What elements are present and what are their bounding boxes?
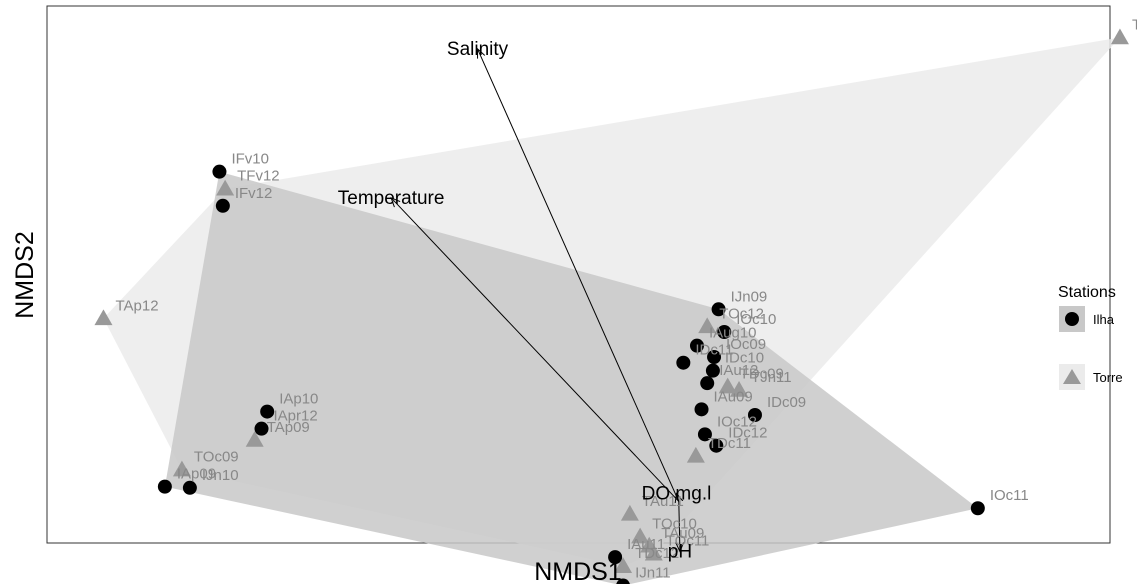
point-label-iaug10: IAug10 xyxy=(709,325,757,342)
point-label-tfv12: TFv12 xyxy=(237,168,280,185)
legend-title: Stations xyxy=(1058,284,1116,301)
point-ioc09 xyxy=(707,350,722,365)
point-label-iap09: IAp09 xyxy=(177,466,216,483)
point-layer xyxy=(94,28,1129,584)
point-label-tau12: TAu12 xyxy=(1132,17,1137,34)
point-toc12 xyxy=(698,317,717,334)
point-ifv10 xyxy=(212,164,227,179)
point-label-ioc09: IOc09 xyxy=(726,336,766,353)
point-iaug10 xyxy=(689,338,704,353)
x-axis-title: NMDS1 xyxy=(534,558,622,584)
point-label-ioc12: IOc12 xyxy=(717,413,757,430)
point-label-iau09: IAu09 xyxy=(714,388,753,405)
point-label-iau12: IAu12 xyxy=(719,362,758,379)
vector-label-ph: pH xyxy=(668,541,692,562)
point-label-ioc10: IOc10 xyxy=(736,311,776,328)
point-idc09 xyxy=(747,408,762,423)
point-tdc11 xyxy=(686,446,705,463)
vector-arrow-temperature xyxy=(391,198,680,502)
hull-layer xyxy=(103,37,1120,584)
hull-ilha xyxy=(164,171,978,584)
point-label-ijn11: IJn11 xyxy=(635,565,671,582)
point-tdc12 xyxy=(614,557,633,573)
point-iapr12 xyxy=(254,421,269,436)
point-label-layer: IFv10IFv12IJn09IOc10IAug10IOc09IDc10IDc1… xyxy=(115,17,1137,582)
point-label-iap10: IAp10 xyxy=(279,391,318,408)
point-ioc11 xyxy=(970,501,985,516)
point-tfv12 xyxy=(216,179,235,196)
point-tjn11 xyxy=(730,380,749,397)
point-label-toc09: TOc09 xyxy=(194,449,239,466)
point-iap09 xyxy=(157,479,172,494)
point-iau09 xyxy=(694,402,709,417)
point-label-tjn11: TJn11 xyxy=(751,369,792,386)
point-label-ioc11: IOc11 xyxy=(990,487,1029,504)
vector-arrow-salinity xyxy=(478,49,680,502)
point-label-ifv10: IFv10 xyxy=(231,151,269,168)
point-label-idc11: IDc11 xyxy=(695,342,733,359)
point-label-tdc09: TDc09 xyxy=(740,366,784,383)
point-label-tdc12: TDc12 xyxy=(635,545,679,562)
point-ioc10 xyxy=(717,325,732,340)
point-ijn11 xyxy=(616,578,630,584)
legend: Stations Ilha Torre xyxy=(1058,284,1123,390)
vector-label-do-mg-l: DO mg.l xyxy=(642,483,712,504)
vector-arrow-do-mg-l xyxy=(677,493,679,501)
point-label-iau11: IAu11 xyxy=(627,536,665,553)
point-label-toc11: TOc11 xyxy=(666,533,710,550)
point-iau12 xyxy=(700,376,715,391)
vector-layer xyxy=(391,49,680,552)
legend-triangle-torre xyxy=(1063,369,1081,384)
point-tap09 xyxy=(245,431,264,447)
point-idc12 xyxy=(709,438,724,453)
point-toc10 xyxy=(631,527,650,544)
point-label-tap12: TAp12 xyxy=(115,297,158,314)
point-label-tdc11: TDc11 xyxy=(708,435,751,452)
point-toc11 xyxy=(644,544,663,561)
point-idc11 xyxy=(676,355,691,370)
point-label-ijn09: IJn09 xyxy=(731,288,768,305)
point-iap10 xyxy=(260,404,275,419)
legend-label-torre: Torre xyxy=(1093,370,1123,385)
point-iau11 xyxy=(608,550,623,565)
point-label-toc12: TOc12 xyxy=(719,305,764,322)
point-ifv12 xyxy=(215,198,230,213)
point-label-ifv12: IFv12 xyxy=(235,185,273,202)
point-tap12 xyxy=(94,309,113,326)
vector-label-temperature: Temperature xyxy=(338,188,445,209)
point-tau12 xyxy=(1110,28,1129,45)
point-toc09 xyxy=(172,460,191,477)
point-tdc09 xyxy=(718,377,737,394)
vector-arrow-ph xyxy=(679,501,680,551)
point-label-toc10: TOc10 xyxy=(652,516,697,533)
point-label-idc10: IDc10 xyxy=(725,350,764,367)
point-ijn10 xyxy=(182,480,197,495)
legend-label-ilha: Ilha xyxy=(1093,312,1115,327)
point-label-tau11: TAu11 xyxy=(642,493,684,510)
vector-label-salinity: Salinity xyxy=(447,39,509,60)
point-ijn09 xyxy=(711,302,726,317)
point-label-iapr12: IApr12 xyxy=(274,408,318,425)
point-label-ijn10: IJn10 xyxy=(202,467,239,484)
point-label-tap09: TAp09 xyxy=(267,419,310,436)
point-label-idc12: IDc12 xyxy=(728,425,767,442)
point-tau11 xyxy=(620,504,639,521)
point-label-tau09: TAu09 xyxy=(661,525,704,542)
point-label-idc09: IDc09 xyxy=(767,394,806,411)
point-idc10 xyxy=(705,363,720,378)
vector-label-layer: Salinity Temperature DO mg.l pH xyxy=(338,39,712,563)
legend-circle-ilha xyxy=(1065,312,1079,326)
y-axis-title: NMDS2 xyxy=(11,231,39,319)
point-ioc12 xyxy=(697,427,712,442)
